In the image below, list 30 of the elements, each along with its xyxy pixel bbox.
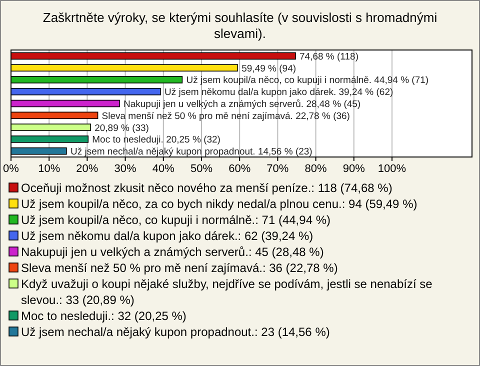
legend-label: Moc to nesleduji.: 32 (20,25 %) [21,309,186,323]
data-label: Už jsem nechal/a nějaký kupon propadnout. 14,56 % (23) [70,146,312,158]
data-label: 20,89 % (33) [94,122,149,134]
data-label: Nakupuji jen u velkých a známých serverů. 28,48 % (45) [124,99,361,110]
data-label: Sleva menší než 50 % pro mě není zajímavá. 22,78 % (36) [102,110,350,122]
x-tick-label: 50% [190,162,213,175]
data-label: Už jsem koupil/a něco, co kupuji i normálně. 44,94 % (71) [186,75,429,86]
legend-label: Sleva menší než 50 % pro mě není zajímavá.: 36 (22,78 %) [21,261,338,275]
x-tick-label: 90% [342,162,366,175]
x-tick-label: 60% [228,162,251,175]
data-label: Moc to nesleduji. 20,25 % (32) [92,134,220,146]
x-tick-label: 40% [152,162,175,175]
legend-label: Když uvažuji o koupi nějaké služby, nejdříve se podívám, jestli se nenabízí se slevou.: 33 (20,89 %) [21,277,433,307]
x-tick-label: 70% [266,162,289,175]
legend-label: Nakupuji jen u velkých a známých serverů.: 45 (28,48 %) [21,245,324,259]
data-label: 74,68 % (118) [300,51,359,62]
x-tick-label: 100% [378,162,406,175]
x-tick-label: 20% [76,162,98,175]
legend-label: Už jsem někomu dal/a kupon jako dárek.: 62 (39,24 %) [21,229,314,243]
data-label: 59,49 % (94) [242,63,296,74]
data-label: Už jsem někomu dal/a kupon jako dárek. 39,24 % (62) [164,87,394,98]
legend-label: Už jsem nechal/a nějaký kupon propadnout.: 23 (14,56 %) [21,325,330,339]
x-tick-label: 80% [304,162,328,175]
x-tick-label: 30% [114,162,137,175]
chart-title: Zaškrtněte výroky, se kterými souhlasíte (v souvislosti s hromadnými slevami). [42,10,438,41]
legend-label: Oceňuji možnost zkusit něco nového za menší peníze.: 118 (74,68 %) [21,181,392,195]
x-tick-label: 10% [38,162,60,175]
legend-label: Už jsem koupil/a něco, za co bych nikdy nedal/a plnou cenu.: 94 (59,49 %) [21,197,418,211]
x-tick-label: 0% [3,162,20,175]
legend-label: Už jsem koupil/a něco, co kupuji i normálně.: 71 (44,94 %) [21,213,330,227]
